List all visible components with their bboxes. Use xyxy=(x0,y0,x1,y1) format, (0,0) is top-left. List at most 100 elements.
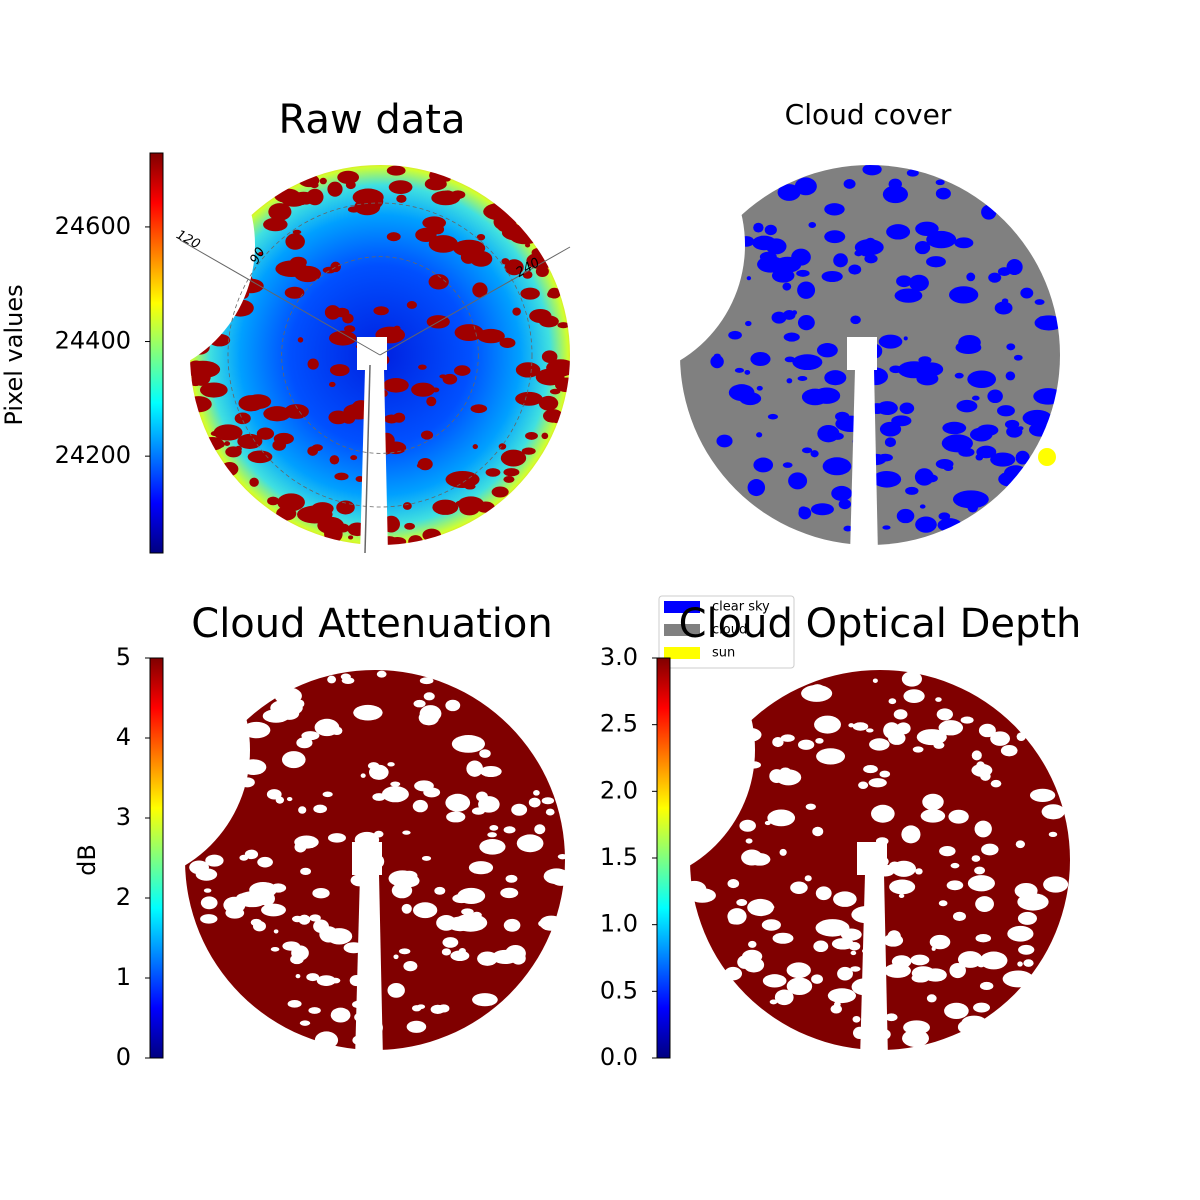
sky-blob xyxy=(453,239,486,257)
sky-blob xyxy=(854,239,884,256)
sky-blob xyxy=(538,395,559,411)
sky-blob xyxy=(688,888,716,903)
sky-blob xyxy=(1000,745,1018,757)
sky-blob xyxy=(990,452,1016,467)
sky-blob xyxy=(549,388,561,395)
sky-blob xyxy=(1018,944,1035,955)
sky-blob xyxy=(1037,316,1048,325)
sky-blob xyxy=(328,381,336,387)
sky-blob xyxy=(329,330,357,346)
colorbar-tick-label: 3.0 xyxy=(600,643,638,671)
sky-blob xyxy=(557,853,568,860)
legend-label: cloud xyxy=(712,623,747,638)
sky-blob xyxy=(850,966,861,972)
sky-blob xyxy=(756,385,763,391)
sky-blob xyxy=(239,777,255,788)
colorbar xyxy=(657,658,670,1058)
sky-blob xyxy=(189,330,209,342)
sky-blob xyxy=(949,286,979,304)
sky-blob xyxy=(295,973,301,979)
sky-blob xyxy=(831,485,852,501)
panel-title: Raw data xyxy=(279,97,466,143)
sky-blob xyxy=(745,320,752,327)
sky-blob xyxy=(863,765,878,774)
sky-blob xyxy=(314,1031,339,1049)
sky-blob xyxy=(477,951,498,966)
sky-blob xyxy=(804,875,812,882)
sky-blob xyxy=(1043,876,1069,893)
sky-blob xyxy=(381,786,409,803)
sky-blob xyxy=(485,468,501,477)
sky-blob xyxy=(292,229,302,235)
sky-blob xyxy=(534,824,546,835)
sky-blob xyxy=(479,749,491,758)
sky-blob xyxy=(546,359,576,377)
sky-blob xyxy=(466,760,483,777)
sky-blob xyxy=(868,778,887,788)
sky-blob xyxy=(811,974,823,984)
sky-blob xyxy=(274,687,302,705)
sky-blob xyxy=(813,940,829,953)
sky-blob xyxy=(234,272,253,290)
sky-blob xyxy=(798,739,815,750)
sky-blob xyxy=(979,981,994,991)
sky-blob xyxy=(889,879,916,895)
sky-blob xyxy=(756,432,763,438)
sky-blob xyxy=(286,797,293,802)
sky-blob xyxy=(408,535,423,548)
colorbar-frame xyxy=(149,152,164,554)
sky-blob xyxy=(511,803,528,816)
sky-blob xyxy=(833,891,857,907)
sky-blob xyxy=(319,926,339,943)
sky-blob xyxy=(971,395,980,401)
sky-blob xyxy=(797,314,815,331)
sky-blob xyxy=(329,364,350,377)
sky-blob xyxy=(746,761,762,769)
sky-blob xyxy=(512,307,521,316)
sky-blob xyxy=(249,477,259,487)
sky-blob xyxy=(428,274,449,290)
sky-blob xyxy=(503,468,520,477)
sky-blob xyxy=(224,463,235,471)
sky-blob xyxy=(237,433,263,449)
sky-blob xyxy=(369,764,389,780)
sky-blob xyxy=(316,975,336,986)
sky-blob xyxy=(240,759,267,776)
sky-blob xyxy=(398,948,411,955)
sky-blob xyxy=(938,512,951,521)
sky-blob xyxy=(445,699,461,712)
sky-blob xyxy=(200,314,216,327)
sky-blob xyxy=(878,334,903,349)
sky-blob xyxy=(282,941,301,951)
sky-blob xyxy=(903,689,925,703)
sky-blob xyxy=(838,499,852,510)
panel-title: Cloud cover xyxy=(785,98,952,131)
sky-blob xyxy=(773,256,802,273)
sky-blob xyxy=(221,305,233,313)
sky-blob xyxy=(499,337,516,349)
sky-blob xyxy=(979,951,1008,970)
sky-blob xyxy=(816,343,838,358)
legend-label: clear sky xyxy=(712,600,770,615)
sky-blob xyxy=(247,450,273,464)
sky-blob xyxy=(980,771,991,781)
sky-blob xyxy=(388,180,413,195)
sky-blob xyxy=(528,797,541,808)
sky-blob xyxy=(702,310,711,315)
sky-blob xyxy=(337,170,360,185)
sky-blob xyxy=(487,832,497,838)
sky-blob xyxy=(866,343,883,359)
colorbar-frame xyxy=(149,657,164,1059)
sky-blob xyxy=(833,253,848,268)
sky-blob xyxy=(386,232,401,242)
sky-blob xyxy=(744,369,751,375)
sky-blob xyxy=(779,848,787,856)
sky-blob xyxy=(810,684,825,693)
sky-blob xyxy=(935,458,954,470)
sky-blob xyxy=(774,989,794,1006)
sky-blob xyxy=(500,887,519,899)
sky-blob xyxy=(213,284,242,300)
sky-blob xyxy=(958,447,975,457)
sky-blob xyxy=(810,503,834,516)
sky-blob xyxy=(257,856,273,868)
